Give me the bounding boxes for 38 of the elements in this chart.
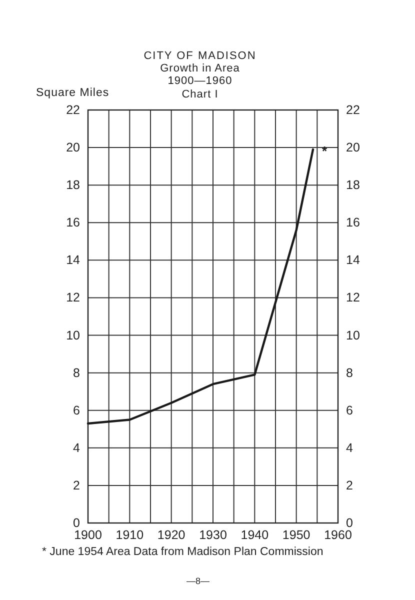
x-tick-label: 1900 <box>74 528 102 542</box>
x-tick-label: 1960 <box>324 528 352 542</box>
y2-tick-label: 8 <box>346 366 353 380</box>
text: * June 1954 Area Data from Madison Plan Commission <box>42 546 324 558</box>
y-tick-label: 2 <box>73 478 80 492</box>
text: —8— <box>186 576 210 586</box>
y-tick-label: 14 <box>66 253 80 268</box>
chart-title: CITY OF MADISON <box>144 50 256 62</box>
chart-subtitle: Growth in Area 1900—1960 Chart I <box>160 62 240 100</box>
annotation: * <box>322 143 328 158</box>
y2-tick-label: 18 <box>346 178 360 192</box>
y-tick-label: 4 <box>73 440 80 455</box>
y-tick-label: 20 <box>66 140 80 155</box>
x-tick-label: 1930 <box>199 528 227 542</box>
y2-tick-label: 12 <box>346 290 360 305</box>
y2-tick-label: 16 <box>346 216 360 230</box>
line-series <box>86 148 314 425</box>
x-tick-label: 1910 <box>116 528 144 542</box>
y2-tick-label: 4 <box>346 440 353 455</box>
y2-tick-label: 6 <box>346 403 353 418</box>
y-axis-title: Square Miles <box>36 87 110 99</box>
y-tick-label: 12 <box>66 290 80 305</box>
y2-tick-label: 10 <box>346 328 360 342</box>
y-tick-label: 0 <box>73 516 80 530</box>
y-tick-label: 22 <box>66 103 80 117</box>
x-tick-label: 1950 <box>282 528 310 542</box>
x-tick-label: 1920 <box>157 528 186 542</box>
y-tick-label: 8 <box>73 366 80 380</box>
y2-tick-label: 0 <box>346 516 353 530</box>
y2-tick-label: 2 <box>346 478 353 492</box>
y2-tick-label: 22 <box>346 103 360 117</box>
y2-tick-label: 14 <box>346 253 360 268</box>
y2-tick-label: 20 <box>346 140 360 155</box>
y-tick-label: 6 <box>73 403 80 418</box>
y-tick-label: 18 <box>66 178 80 192</box>
y-tick-label: 10 <box>66 328 80 342</box>
x-tick-label: 1940 <box>240 528 269 542</box>
y-tick-label: 16 <box>66 216 80 230</box>
